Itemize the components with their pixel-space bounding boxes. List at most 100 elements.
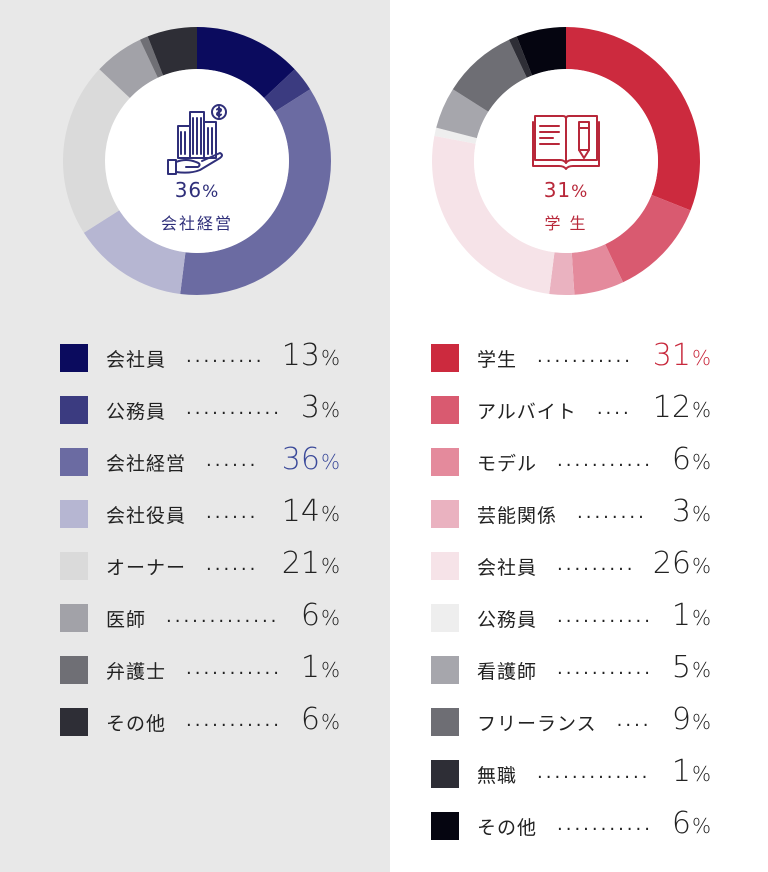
legend-value-unit: % (321, 398, 340, 422)
legend-leader-dots: ...... (206, 502, 268, 524)
open-book-pencil-icon (531, 98, 601, 178)
legend-leader-dots: ...... (206, 554, 268, 576)
legend-value: 12% (653, 390, 711, 425)
legend-value-unit: % (321, 346, 340, 370)
legend-label: 会社経営 (106, 449, 186, 476)
legend-label: その他 (106, 709, 166, 736)
legend-value-number: 1 (301, 650, 320, 685)
legend-value: 9% (672, 702, 711, 737)
legend-label: 公務員 (106, 397, 166, 424)
legend-value: 3% (672, 494, 711, 529)
legend-leader-dots: ......... (186, 346, 268, 368)
legend-leader-dots: ............. (166, 606, 287, 628)
legend-swatch (431, 812, 459, 840)
legend-leader-dots: ........... (557, 658, 658, 680)
legend-leader-dots: ........... (186, 398, 287, 420)
legend-value-number: 6 (672, 806, 691, 841)
legend-value: 21% (282, 546, 340, 581)
legend-swatch (60, 708, 88, 736)
legend-value-unit: % (692, 450, 711, 474)
legend-label: 無職 (477, 761, 517, 788)
legend-item: アルバイト.... 12% (431, 390, 721, 430)
legend-item: 医師............. 6% (60, 598, 350, 638)
legend-value-number: 21 (282, 546, 320, 581)
legend-item: オーナー...... 21% (60, 546, 350, 586)
legend-swatch (60, 500, 88, 528)
legend-item: 会社員......... 13% (60, 338, 350, 378)
legend-label: 会社員 (477, 553, 537, 580)
legend-value: 6% (672, 806, 711, 841)
legend-item: 会社員......... 26% (431, 546, 721, 586)
legend-value-number: 14 (282, 494, 320, 529)
legend-leader-dots: ...... (206, 450, 268, 472)
legend-leader-dots: ........... (557, 606, 658, 628)
legend-value-unit: % (321, 554, 340, 578)
legend-value-unit: % (321, 450, 340, 474)
legend-value-unit: % (321, 658, 340, 682)
legend-leader-dots: .... (617, 710, 658, 732)
legend-swatch (431, 760, 459, 788)
legend-value: 6% (672, 442, 711, 477)
legend-value-unit: % (321, 710, 340, 734)
legend-value-unit: % (321, 606, 340, 630)
legend-item: 看護師........... 5% (431, 650, 721, 690)
legend-value: 6% (301, 702, 340, 737)
building-money-hand-icon (162, 98, 232, 178)
legend-value-number: 6 (301, 702, 320, 737)
legend-item: 無職............. 1% (431, 754, 721, 794)
legend-value-unit: % (692, 606, 711, 630)
legend-value-unit: % (321, 502, 340, 526)
legend-label: 看護師 (477, 657, 537, 684)
legend-leader-dots: ........... (557, 450, 658, 472)
legend-value-number: 3 (672, 494, 691, 529)
legend-label: 公務員 (477, 605, 537, 632)
legend-label: 会社員 (106, 345, 166, 372)
legend-value: 13% (282, 338, 340, 373)
legend-value-unit: % (692, 814, 711, 838)
legend-label: アルバイト (477, 397, 577, 424)
legend-value-number: 3 (301, 390, 320, 425)
legend-label: オーナー (106, 553, 186, 580)
legend-value: 3% (301, 390, 340, 425)
legend-leader-dots: ........... (537, 346, 639, 368)
legend-item: フリーランス.... 9% (431, 702, 721, 742)
legend-value: 36% (282, 442, 340, 477)
legend-value: 1% (672, 754, 711, 789)
center-label: 学 生 (431, 210, 701, 234)
legend-leader-dots: ......... (557, 554, 639, 576)
legend-swatch (431, 708, 459, 736)
legend-swatch (60, 552, 88, 580)
legend-value-unit: % (692, 398, 711, 422)
legend-item: 弁護士........... 1% (60, 650, 350, 690)
legend-leader-dots: ........ (577, 502, 658, 524)
legend-item: モデル........... 6% (431, 442, 721, 482)
legend-value-unit: % (692, 658, 711, 682)
legend-leader-dots: ........... (186, 658, 287, 680)
legend-value-unit: % (692, 554, 711, 578)
right-panel: 31% 学 生 学生........... 31% アルバイト.... 12% モデル.… (390, 0, 768, 872)
legend-leader-dots: ............. (537, 762, 658, 784)
center-label: 会社経営 (62, 210, 332, 234)
legend-swatch (431, 604, 459, 632)
legend-value-unit: % (692, 710, 711, 734)
legend-value-number: 31 (653, 338, 691, 373)
legend-value-number: 26 (653, 546, 691, 581)
legend-swatch (431, 448, 459, 476)
legend-item: 芸能関係........ 3% (431, 494, 721, 534)
legend-swatch (60, 344, 88, 372)
center-value: 36 (175, 178, 202, 202)
legend-value-number: 9 (672, 702, 691, 737)
center-percentage: 36% (62, 178, 332, 202)
legend-swatch (431, 552, 459, 580)
legend-swatch (431, 396, 459, 424)
legend-swatch (431, 344, 459, 372)
legend-value-number: 1 (672, 754, 691, 789)
donut-chart-right: 31% 学 生 (431, 26, 701, 296)
legend-item: 会社経営...... 36% (60, 442, 350, 482)
legend-value: 6% (301, 598, 340, 633)
legend-item: 会社役員...... 14% (60, 494, 350, 534)
legend-value-unit: % (692, 762, 711, 786)
donut-chart-left: 36% 会社経営 (62, 26, 332, 296)
legend-value-unit: % (692, 502, 711, 526)
legend-value: 5% (672, 650, 711, 685)
